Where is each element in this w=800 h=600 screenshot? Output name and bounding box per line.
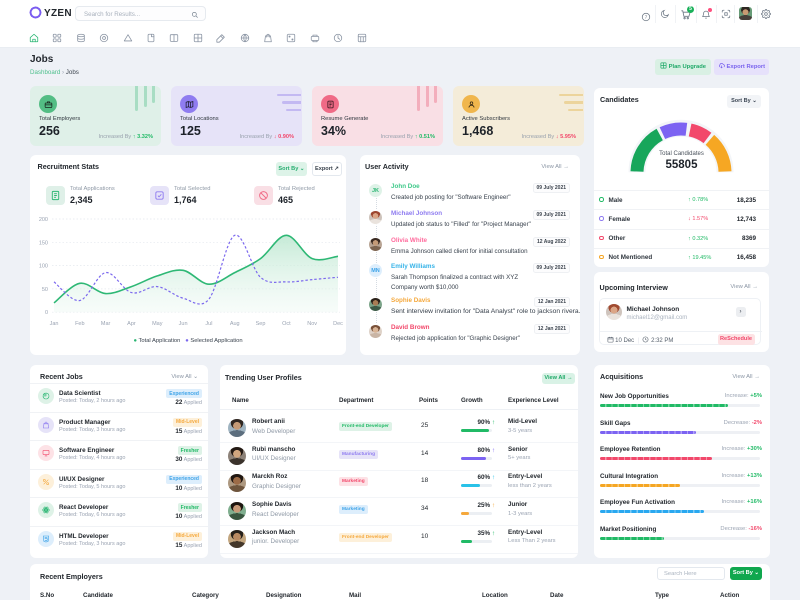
svg-text:Apr: Apr [127,321,136,327]
svg-text:0: 0 [45,310,48,316]
svg-text:100: 100 [39,264,48,270]
svg-text:Mar: Mar [101,321,111,327]
svg-text:200: 200 [39,217,48,223]
svg-text:150: 150 [39,240,48,246]
svg-text:Dec: Dec [333,321,343,327]
svg-text:Jan: Jan [50,321,59,327]
svg-text:7: 7 [645,15,648,20]
svg-text:Nov: Nov [307,321,317,327]
svg-text:Oct: Oct [282,321,291,327]
svg-text:Jul: Jul [205,321,212,327]
svg-text:Jun: Jun [179,321,188,327]
svg-text:Sep: Sep [256,321,266,327]
svg-text:50: 50 [42,287,48,293]
svg-text:Aug: Aug [230,321,240,327]
svg-text:Feb: Feb [75,321,84,327]
svg-text:May: May [152,321,163,327]
